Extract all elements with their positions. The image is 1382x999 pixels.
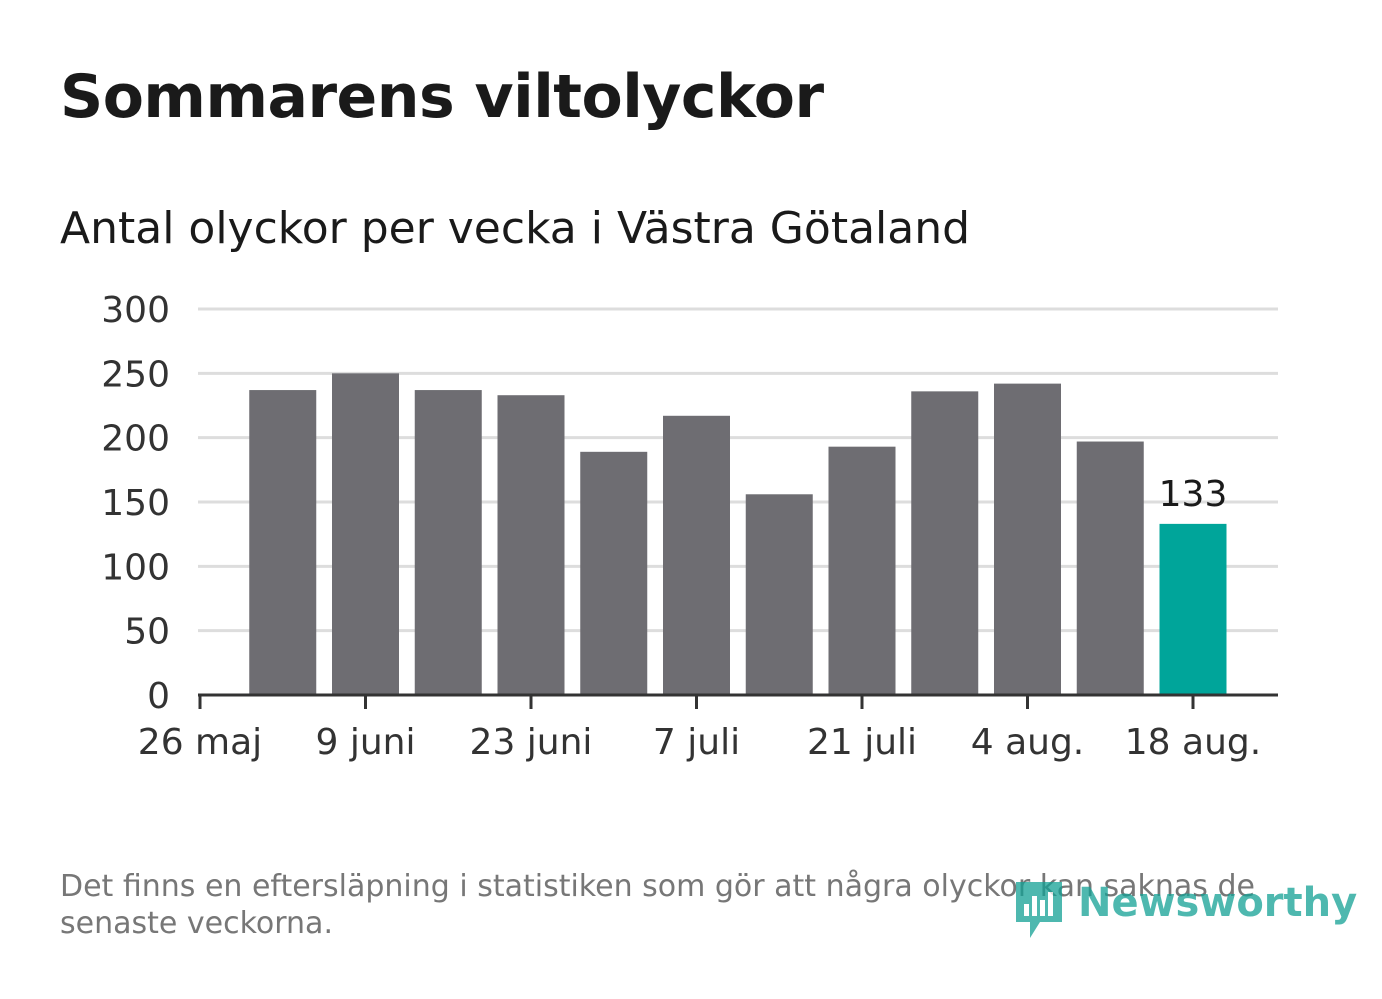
x-tick-label: 4 aug. bbox=[971, 722, 1085, 763]
x-tick-label: 26 maj bbox=[138, 722, 262, 763]
y-axis-tick-labels: 0 50 100 150 200 250 300 bbox=[101, 290, 170, 717]
y-tick-label: 200 bbox=[101, 419, 170, 460]
data-labels: 133 bbox=[1159, 474, 1228, 515]
bar bbox=[414, 390, 482, 695]
x-axis bbox=[198, 693, 1278, 709]
newsworthy-logo: Newsworthy bbox=[1010, 878, 1357, 942]
newsworthy-logo-icon bbox=[1016, 882, 1062, 938]
y-tick-label: 300 bbox=[101, 290, 170, 331]
bar bbox=[249, 390, 317, 695]
x-tick-label: 7 juli bbox=[653, 722, 740, 763]
y-tick-label: 100 bbox=[101, 547, 170, 588]
x-axis-tick-labels: 26 maj 9 juni 23 juni 7 juli 21 juli 4 aug. 18… bbox=[138, 722, 1261, 763]
newsworthy-logo-text: Newsworthy bbox=[1078, 880, 1358, 926]
bar bbox=[994, 383, 1061, 695]
bar bbox=[745, 494, 813, 695]
x-tick-label: 23 juni bbox=[470, 722, 593, 763]
bar bbox=[663, 415, 730, 695]
bars bbox=[249, 373, 1227, 695]
bar-highlight bbox=[1159, 523, 1227, 695]
bar bbox=[1076, 441, 1144, 695]
chart-subtitle: Antal olyckor per vecka i Västra Götalan… bbox=[60, 203, 971, 254]
bar bbox=[828, 446, 896, 695]
x-tick-label: 9 juni bbox=[316, 722, 416, 763]
y-tick-label: 0 bbox=[147, 676, 170, 717]
chart-title: Sommarens viltolyckor bbox=[60, 62, 824, 132]
y-tick-label: 250 bbox=[101, 354, 170, 395]
data-label: 133 bbox=[1159, 474, 1228, 515]
bar bbox=[497, 395, 565, 695]
x-tick-label: 21 juli bbox=[807, 722, 917, 763]
bar bbox=[911, 391, 979, 695]
x-tick-label: 18 aug. bbox=[1125, 722, 1261, 763]
bar bbox=[580, 451, 648, 695]
y-tick-label: 150 bbox=[101, 483, 170, 524]
bar bbox=[332, 373, 399, 695]
y-tick-label: 50 bbox=[124, 612, 170, 653]
